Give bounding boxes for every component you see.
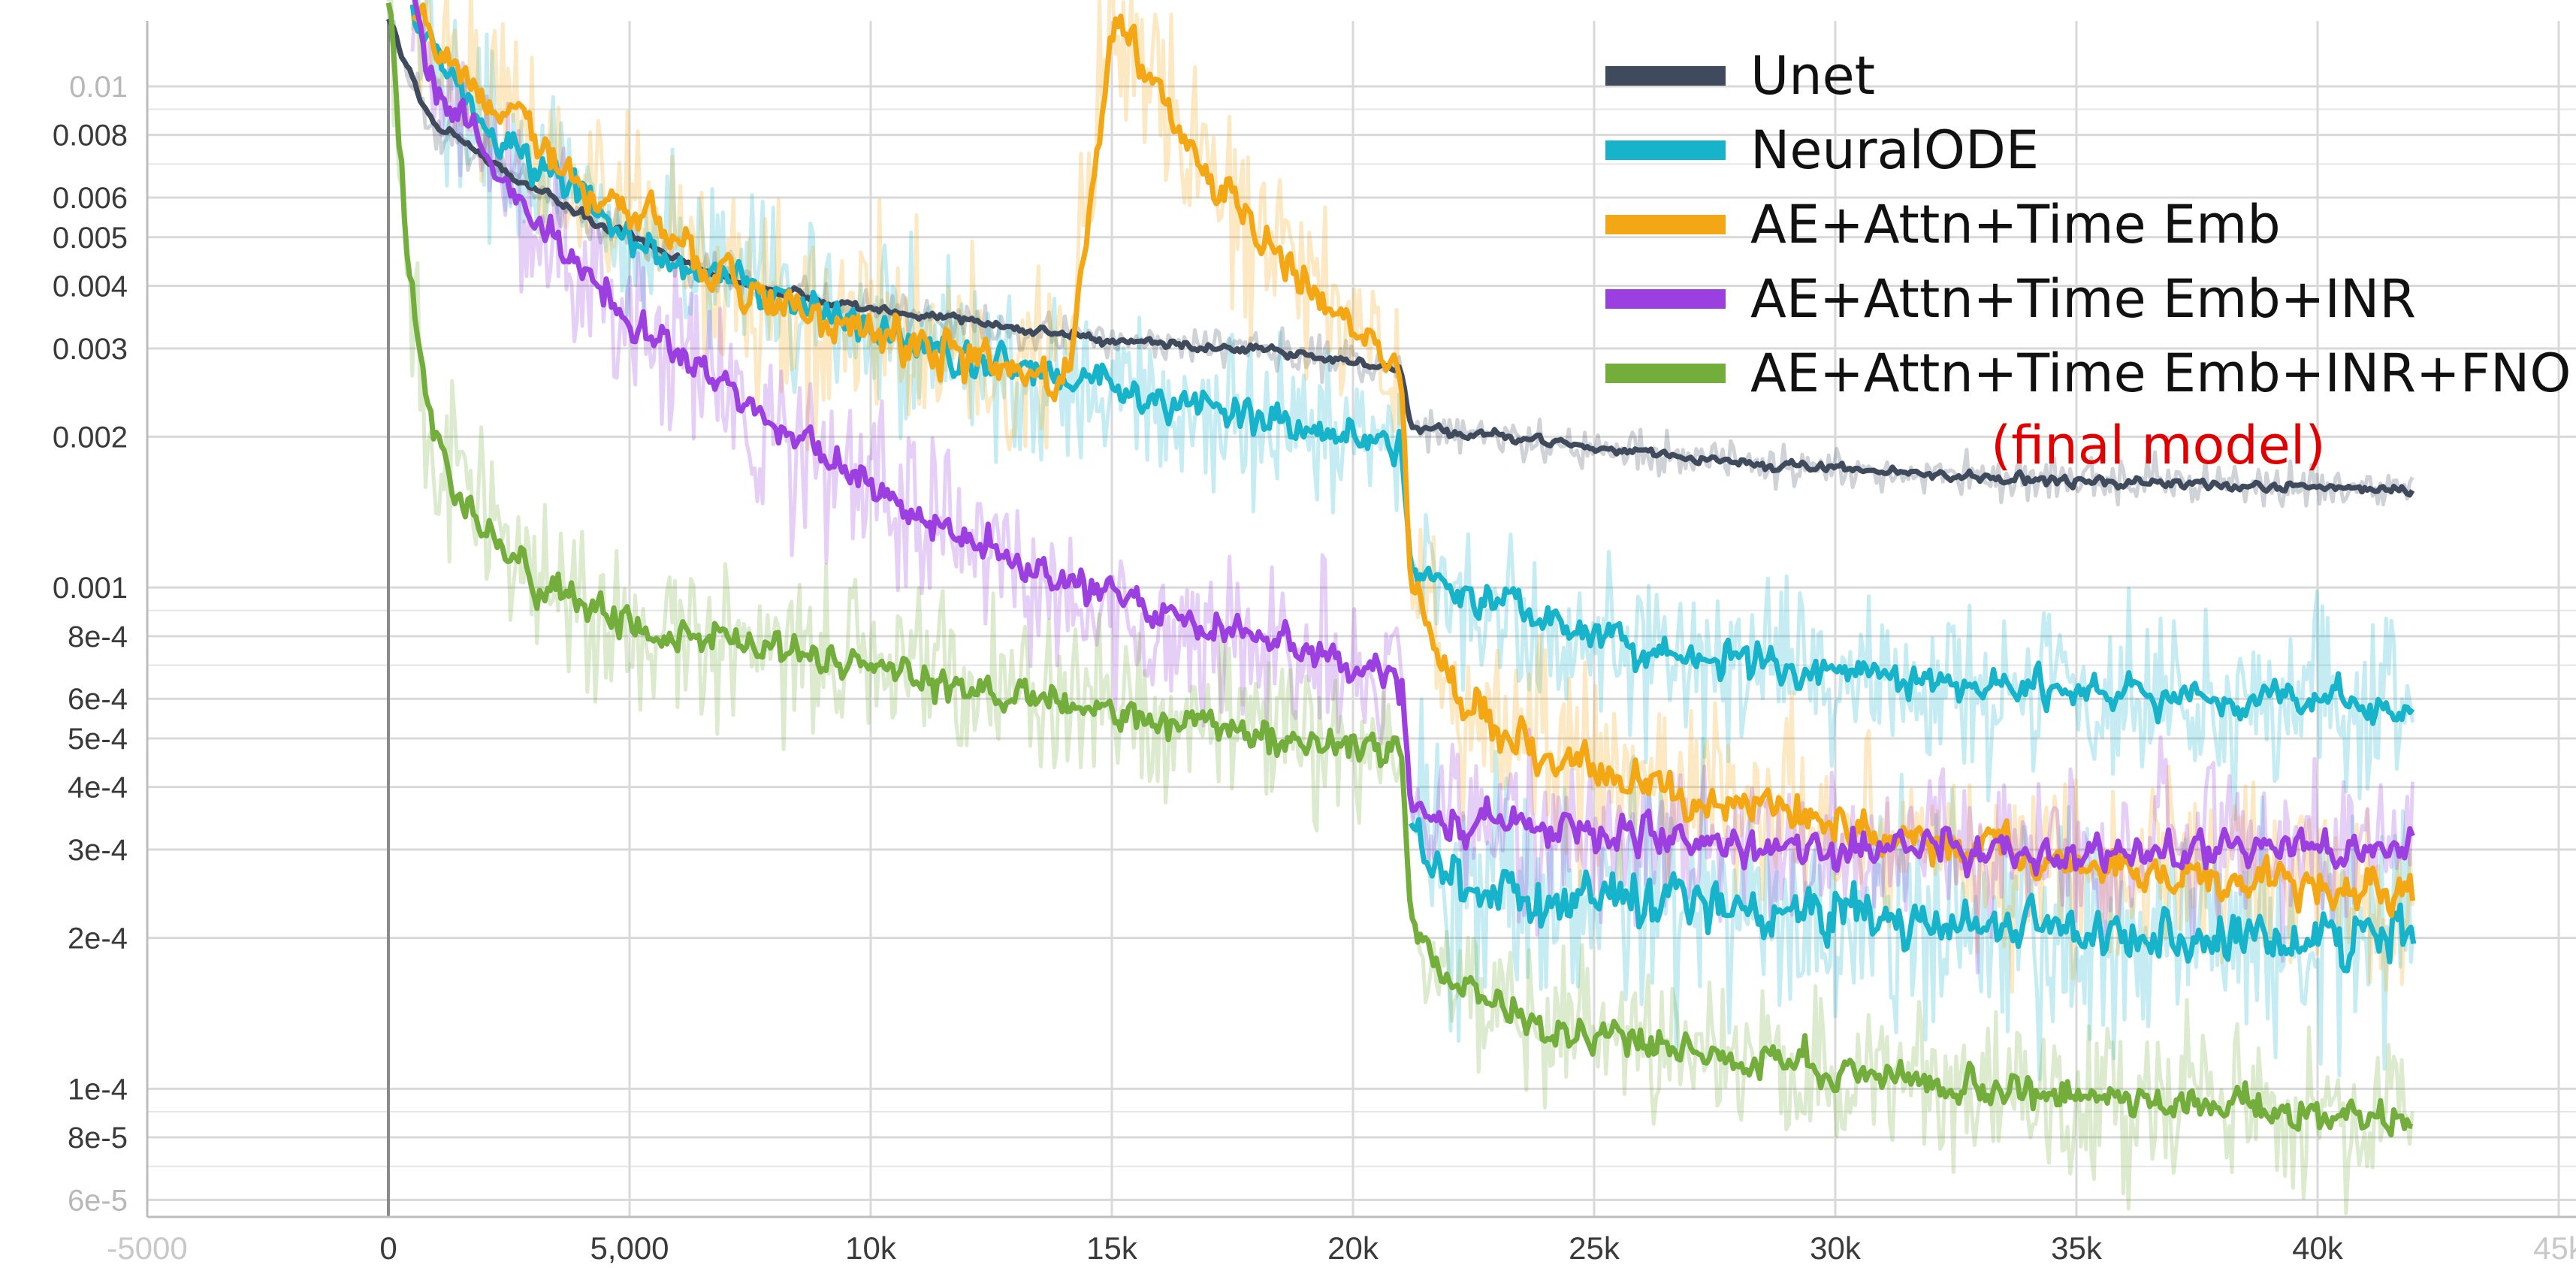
y-tick-label: 0.01 (69, 71, 128, 104)
y-tick-label: 0.005 (53, 222, 128, 255)
legend-label: AE+Attn+Time Emb+INR+FNO (1750, 343, 2571, 404)
x-tick-label: -5000 (107, 1230, 187, 1266)
y-tick-label: 2e-4 (68, 922, 128, 956)
series-line (1408, 817, 2417, 974)
y-tick-label: 0.004 (53, 270, 128, 303)
y-tick-label: 0.001 (53, 572, 128, 605)
legend-swatch (1605, 140, 1726, 160)
x-tick-label: 35k (2051, 1230, 2103, 1266)
y-tick-label: 4e-4 (68, 771, 128, 805)
y-tick-label: 0.002 (53, 421, 128, 454)
legend-note: (final model) (1991, 415, 2326, 476)
y-tick-label: 8e-4 (68, 620, 128, 654)
axes (146, 21, 2576, 1218)
tick-labels: 0.01 0.008 0.006 0.005 0.004 0.003 0.002 0.001 8… (53, 71, 2576, 1266)
x-tick-label: 25k (1569, 1230, 1620, 1266)
y-tick-label: 1e-4 (68, 1073, 128, 1106)
y-tick-label: 5e-4 (68, 723, 128, 756)
legend-swatch (1605, 289, 1726, 309)
series-line (385, 2, 2414, 1138)
legend-label: NeuralODE (1750, 119, 2039, 181)
y-tick-label: 0.008 (53, 119, 128, 152)
x-tick-label: 40k (2292, 1230, 2344, 1266)
series-lines (385, 0, 2417, 1215)
legend: (final model) Unet NeuralODE AE+Attn+Time … (1605, 45, 2571, 476)
y-tick-label: 6e-4 (68, 683, 128, 716)
x-tick-label: 0 (379, 1230, 397, 1266)
legend-swatch (1605, 215, 1726, 234)
legend-swatch (1605, 66, 1726, 86)
x-tick-label: 20k (1327, 1230, 1379, 1266)
x-tick-label: 45k (2533, 1230, 2576, 1266)
series-raw-line (410, 0, 2414, 994)
y-tick-label: 0.006 (53, 182, 128, 215)
x-tick-label: 30k (1810, 1230, 1862, 1266)
legend-label: AE+Attn+Time Emb (1750, 194, 2281, 255)
x-tick-label: 10k (845, 1230, 897, 1266)
legend-swatch (1605, 364, 1726, 383)
y-tick-label: 8e-5 (68, 1122, 128, 1155)
x-tick-label: 5,000 (590, 1230, 669, 1266)
series-line (412, 0, 2415, 879)
x-tick-label: 15k (1086, 1230, 1138, 1266)
legend-label: AE+Attn+Time Emb+INR (1750, 268, 2416, 330)
legend-label: Unet (1750, 45, 1875, 107)
y-tick-label: 6e-5 (68, 1184, 128, 1217)
series-raw-line (386, 0, 2414, 1215)
series-raw-line (416, 0, 2414, 821)
series-raw-line (410, 0, 2414, 975)
series-raw-line (1409, 697, 2416, 1082)
y-tick-label: 0.003 (53, 333, 128, 366)
y-tick-label: 3e-4 (68, 834, 128, 867)
